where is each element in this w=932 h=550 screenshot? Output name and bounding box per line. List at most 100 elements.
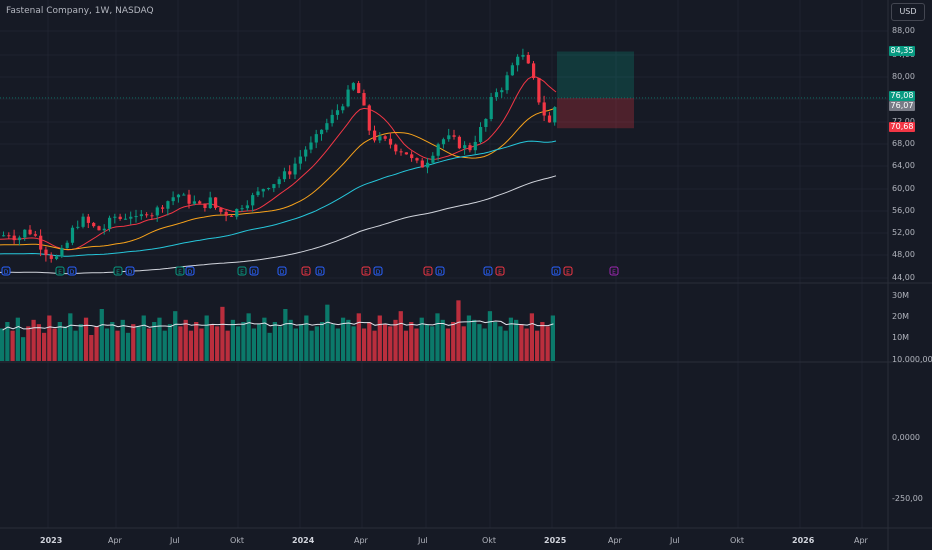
volume-bar — [251, 328, 257, 361]
candle-body — [60, 247, 64, 257]
candle-body — [547, 115, 552, 123]
event-marker-label: E — [178, 269, 182, 276]
volume-bar — [62, 326, 68, 361]
candle-body — [229, 215, 234, 217]
candle-body — [44, 249, 48, 256]
volume-bar — [298, 324, 304, 361]
volume-bar — [445, 328, 451, 361]
volume-bar — [152, 322, 157, 361]
candle-body — [426, 162, 430, 168]
candle-body — [97, 226, 101, 231]
volume-bar — [414, 328, 419, 361]
volume-bar — [20, 337, 26, 361]
candle-body — [394, 144, 398, 152]
candle-body — [76, 226, 80, 228]
currency-button[interactable]: USD — [891, 3, 925, 21]
event-marker-label: E — [240, 269, 244, 276]
candle-body — [500, 90, 504, 93]
time-axis-label: Jul — [418, 536, 428, 545]
volume-bar — [230, 319, 236, 361]
time-axis-label: Jul — [170, 536, 180, 545]
candle-body — [17, 237, 22, 241]
volume-bar — [398, 311, 403, 361]
candle-body — [516, 56, 520, 66]
candle-body — [420, 160, 424, 168]
candle-body — [81, 216, 85, 227]
ma-short-line — [0, 76, 557, 251]
candle-body — [256, 191, 260, 196]
volume-bar — [246, 313, 251, 361]
volume-bar — [267, 332, 272, 361]
volume-bar — [110, 322, 115, 361]
candle-body — [383, 136, 387, 139]
event-marker-label: D — [280, 269, 285, 276]
volume-bar — [356, 313, 361, 361]
candle-body — [198, 201, 202, 204]
volume-bar — [529, 313, 535, 361]
volume-bar — [456, 300, 461, 361]
volume-bar — [57, 322, 62, 361]
volume-bar — [167, 324, 173, 361]
price-tag: 70,68 — [889, 122, 915, 133]
indicator-axis-label: -250,00 — [892, 494, 923, 503]
candle-body — [335, 110, 340, 115]
event-marker — [277, 266, 287, 276]
volume-bar — [26, 326, 31, 361]
volume-bar — [15, 317, 20, 361]
candle-body — [182, 194, 186, 196]
volume-bar — [288, 319, 293, 361]
candle-body — [123, 218, 128, 220]
candle-body — [325, 123, 329, 130]
time-axis-label: Okt — [230, 536, 245, 545]
candle-body — [542, 102, 546, 116]
volume-bar — [540, 322, 545, 361]
time-axis-label: 2024 — [292, 536, 315, 545]
candle-body — [155, 207, 159, 216]
volume-bar — [0, 328, 5, 361]
candle-body — [65, 242, 69, 248]
event-marker — [361, 266, 371, 276]
event-marker-label: E — [566, 269, 570, 276]
symbol-title[interactable]: Fastenal Company, 1W, NASDAQ — [6, 6, 154, 16]
event-marker-label: D — [252, 269, 257, 276]
time-axis-label: Okt — [482, 536, 497, 545]
candle-body — [2, 235, 6, 237]
event-marker-label: E — [58, 269, 62, 276]
candle-body — [373, 130, 377, 141]
volume-bar — [367, 322, 372, 361]
candle-body — [187, 194, 191, 204]
time-axis-label: Apr — [854, 536, 868, 545]
price-axis-label: 88,00 — [892, 26, 915, 35]
volume-bar — [319, 322, 325, 361]
candle-body — [70, 227, 75, 243]
volume-bar — [498, 326, 503, 361]
candle-body — [145, 214, 149, 216]
event-marker — [113, 266, 123, 276]
event-marker-label: D — [128, 269, 133, 276]
price-axis-label: 60,00 — [892, 184, 915, 193]
candle-body — [113, 216, 117, 218]
event-marker-label: D — [554, 269, 559, 276]
candle-body — [494, 92, 499, 98]
volume-bar — [382, 324, 388, 361]
volume-bar — [146, 328, 152, 361]
price-axis-label: 56,00 — [892, 206, 915, 215]
volume-bar — [41, 332, 47, 361]
volume-bar — [68, 313, 73, 361]
candle-body — [330, 114, 334, 124]
event-marker-label: D — [438, 269, 443, 276]
volume-bar — [393, 319, 398, 361]
event-marker — [185, 266, 195, 276]
candle-body — [489, 97, 493, 119]
candle-body — [304, 149, 308, 157]
candle-body — [468, 145, 472, 151]
candle-body — [92, 222, 96, 227]
candle-body — [357, 83, 361, 94]
candle-body — [447, 135, 451, 140]
candle-body — [267, 188, 271, 190]
event-marker-label: D — [188, 269, 193, 276]
volume-bar — [372, 330, 377, 361]
candle-body — [521, 54, 525, 57]
volume-bar — [31, 319, 36, 361]
